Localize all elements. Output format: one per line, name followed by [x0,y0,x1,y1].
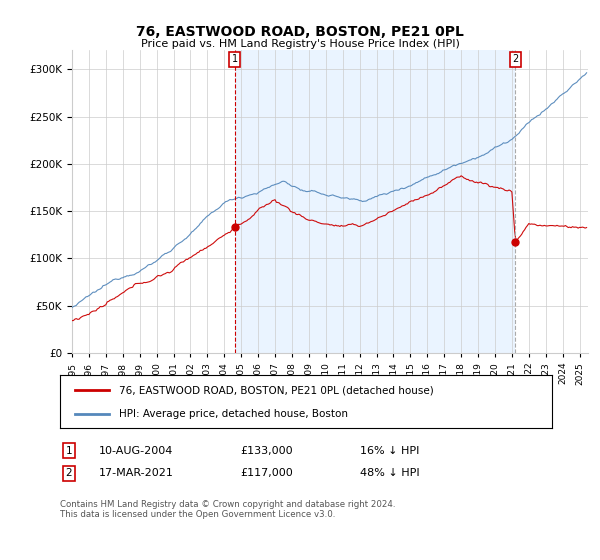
Text: 16% ↓ HPI: 16% ↓ HPI [360,446,419,456]
Text: £133,000: £133,000 [240,446,293,456]
Text: 10-AUG-2004: 10-AUG-2004 [99,446,173,456]
Text: 76, EASTWOOD ROAD, BOSTON, PE21 0PL (detached house): 76, EASTWOOD ROAD, BOSTON, PE21 0PL (det… [119,385,434,395]
Text: 2: 2 [65,468,73,478]
Text: 17-MAR-2021: 17-MAR-2021 [99,468,174,478]
Text: Price paid vs. HM Land Registry's House Price Index (HPI): Price paid vs. HM Land Registry's House … [140,39,460,49]
Text: 76, EASTWOOD ROAD, BOSTON, PE21 0PL: 76, EASTWOOD ROAD, BOSTON, PE21 0PL [136,25,464,39]
Text: Contains HM Land Registry data © Crown copyright and database right 2024.
This d: Contains HM Land Registry data © Crown c… [60,500,395,519]
Text: 2: 2 [512,54,518,64]
Text: 1: 1 [232,54,238,64]
Text: 1: 1 [65,446,73,456]
Text: HPI: Average price, detached house, Boston: HPI: Average price, detached house, Bost… [119,408,348,418]
Text: 48% ↓ HPI: 48% ↓ HPI [360,468,419,478]
Bar [235,50,515,353]
Text: £117,000: £117,000 [240,468,293,478]
